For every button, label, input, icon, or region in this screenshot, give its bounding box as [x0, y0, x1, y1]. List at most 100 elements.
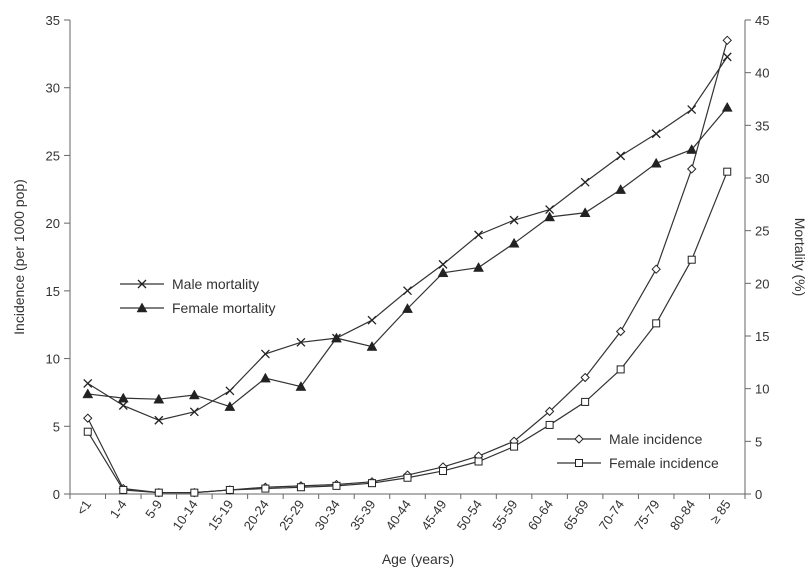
series-layer — [82, 35, 733, 498]
male-mortality-point — [687, 105, 697, 114]
male-incidence-point — [651, 264, 661, 274]
male-mortality-point — [154, 415, 164, 425]
legend-incidence: Male incidence Female incidence — [557, 431, 719, 471]
female-mortality-point — [117, 392, 129, 403]
male-incidence-point — [687, 164, 697, 174]
female-incidence-point — [474, 457, 483, 466]
legend-marker — [575, 459, 583, 467]
x-tick-label: 25-29 — [276, 497, 307, 533]
female-incidence-point — [190, 488, 199, 497]
legend-item-male-incidence: Male incidence — [557, 431, 703, 447]
female-mortality-point — [188, 389, 200, 400]
right-y-tick-label: 0 — [755, 487, 762, 502]
right-y-tick-label: 25 — [755, 224, 769, 239]
x-tick-label: 10-14 — [169, 497, 200, 533]
left-y-tick-label: 5 — [53, 419, 60, 434]
x-tick-label: 50-54 — [454, 497, 485, 533]
male-incidence-series — [83, 35, 732, 498]
legend-marker — [137, 279, 147, 289]
male-incidence-point — [615, 326, 626, 337]
x-tick-label: 55-59 — [489, 497, 520, 533]
left-y-tick-label: 25 — [46, 148, 60, 163]
left-y-tick-label: 15 — [46, 284, 60, 299]
x-tick-label: 30-34 — [312, 497, 343, 533]
male-incidence-line — [87, 40, 728, 494]
female-mortality-point — [153, 393, 165, 404]
female-mortality-point — [686, 144, 698, 154]
male-incidence-point — [580, 372, 590, 383]
x-tick-label: ≥ 85 — [707, 497, 734, 526]
x-tick-label: 40-44 — [383, 497, 414, 533]
axes — [69, 20, 746, 495]
male-mortality-line — [87, 56, 728, 421]
female-incidence-point — [332, 481, 341, 490]
female-incidence-point — [225, 485, 234, 494]
x-ticks: <1 1-4 5-9 10-14 15-19 20-24 25-29 30-34 35-39 40… — [69, 494, 746, 533]
female-incidence-point — [616, 365, 625, 374]
x-tick-label: 15-19 — [205, 497, 236, 533]
female-incidence-point — [403, 473, 412, 482]
male-mortality-point — [118, 401, 128, 410]
female-mortality-point — [721, 101, 733, 112]
female-incidence-point — [581, 397, 590, 406]
legend-marker — [136, 302, 148, 313]
legend-mortality: Male mortality Female mortality — [120, 276, 275, 316]
male-mortality-point — [296, 337, 306, 347]
male-mortality-point — [616, 151, 626, 161]
right-y-tick-label: 15 — [755, 329, 769, 344]
female-incidence-point — [687, 255, 696, 264]
female-incidence-point — [367, 479, 376, 488]
female-incidence-point — [261, 484, 270, 493]
male-mortality-point — [225, 386, 235, 396]
female-mortality-point — [437, 267, 449, 278]
female-mortality-point — [508, 237, 520, 248]
legend-label: Male incidence — [609, 431, 703, 447]
female-incidence-point — [545, 420, 554, 429]
female-mortality-point — [331, 332, 342, 343]
x-tick-label: 20-24 — [240, 497, 271, 533]
x-tick-label: 45-49 — [418, 497, 449, 533]
female-mortality-point — [615, 184, 627, 194]
left-y-tick-label: 0 — [53, 487, 60, 502]
male-incidence-point — [722, 35, 732, 46]
female-mortality-point — [544, 211, 556, 222]
male-incidence-point — [83, 413, 93, 423]
male-mortality-point — [189, 407, 199, 417]
x-tick-label: 70-74 — [596, 497, 627, 533]
female-incidence-point — [83, 427, 92, 436]
legend-item-female-mortality: Female mortality — [120, 300, 275, 316]
female-mortality-point — [259, 372, 271, 383]
right-y-axis-title: Mortality (%) — [792, 218, 806, 297]
left-y-ticks: 0 5 10 15 20 25 30 35 — [46, 13, 70, 502]
x-tick-label: 65-69 — [560, 497, 591, 533]
female-mortality-line — [87, 107, 728, 408]
male-mortality-point — [509, 215, 519, 225]
male-mortality-point — [438, 259, 448, 269]
right-y-tick-label: 40 — [755, 66, 769, 81]
female-incidence-point — [154, 488, 163, 497]
right-y-tick-label: 20 — [755, 276, 769, 291]
female-mortality-series — [82, 101, 733, 411]
right-y-tick-label: 35 — [755, 118, 769, 133]
female-mortality-point — [295, 381, 307, 391]
right-y-tick-label: 45 — [755, 13, 769, 28]
male-mortality-point — [83, 378, 93, 388]
female-mortality-point — [224, 401, 236, 411]
left-y-axis-title: Incidence (per 1000 pop) — [11, 179, 27, 335]
female-incidence-point — [510, 442, 519, 451]
left-y-tick-label: 35 — [46, 13, 60, 28]
female-incidence-point — [723, 167, 732, 176]
female-mortality-point — [579, 207, 591, 218]
x-tick-label: <1 — [73, 497, 94, 518]
left-y-tick-label: 20 — [46, 216, 60, 231]
female-mortality-point — [402, 303, 413, 313]
female-mortality-point — [650, 157, 662, 168]
female-incidence-point — [652, 319, 661, 328]
female-incidence-point — [296, 483, 305, 492]
left-y-tick-label: 30 — [46, 81, 60, 96]
female-incidence-point — [119, 485, 128, 494]
legend-label: Male mortality — [172, 276, 259, 292]
male-mortality-series — [83, 52, 732, 425]
female-mortality-point — [366, 341, 378, 351]
